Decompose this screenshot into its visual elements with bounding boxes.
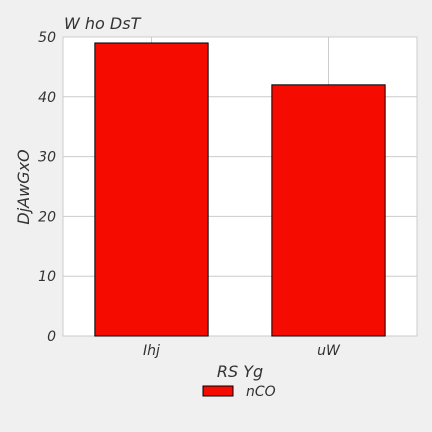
- y-tick-label: 0: [47, 329, 56, 345]
- x-tick-label: uW: [317, 343, 341, 359]
- y-tick-label: 20: [38, 209, 56, 225]
- y-tick-label: 40: [38, 90, 56, 106]
- bar: [271, 84, 386, 337]
- legend-label: nCO: [246, 384, 276, 400]
- x-axis-ticks: Ihj uW: [143, 343, 341, 359]
- y-axis-ticks: 0 10 20 30 40 50: [38, 30, 56, 345]
- legend: nCO: [202, 384, 276, 400]
- y-axis-label: DjAwGxO: [14, 149, 33, 224]
- bar: [94, 42, 209, 337]
- x-axis-label: RS Yg: [217, 362, 263, 381]
- y-tick-label: 30: [38, 150, 56, 166]
- y-tick-label: 10: [38, 269, 56, 285]
- chart-title: W ho DsT: [64, 14, 142, 33]
- bars: [94, 42, 386, 337]
- x-tick-label: Ihj: [143, 343, 160, 359]
- y-tick-label: 50: [38, 30, 56, 46]
- legend-swatch: [202, 385, 234, 397]
